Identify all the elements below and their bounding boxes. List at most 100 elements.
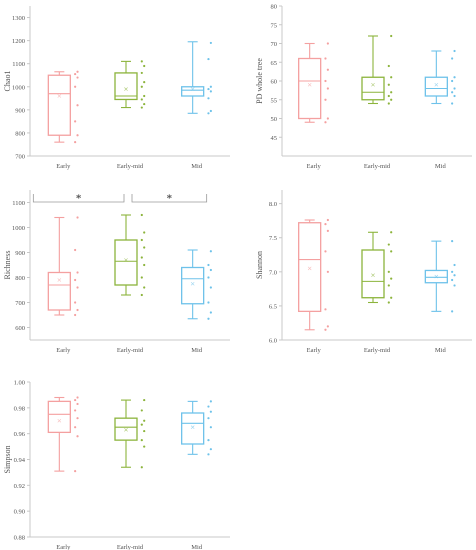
box-iqr bbox=[47, 271, 71, 311]
data-point bbox=[209, 426, 212, 429]
data-point bbox=[207, 87, 210, 91]
data-point bbox=[140, 439, 143, 442]
mean-marker bbox=[434, 274, 439, 279]
mean-marker bbox=[371, 273, 375, 278]
data-point bbox=[207, 453, 210, 456]
data-point bbox=[143, 429, 146, 433]
box-iqr bbox=[181, 266, 205, 305]
y-tick-label: 1200 bbox=[12, 38, 25, 45]
mean-marker bbox=[434, 82, 439, 87]
y-tick-label: 800 bbox=[15, 130, 25, 137]
mean-marker bbox=[371, 82, 375, 87]
box-iqr bbox=[47, 400, 71, 434]
x-tick-label: Early-mid bbox=[364, 163, 391, 170]
chart-panel-pd-whole-tree: 45 50 55 60 65 70 75 80 PD whole tree Early Early-… bbox=[255, 4, 472, 170]
data-point bbox=[74, 426, 77, 429]
y-tick-label: 1100 bbox=[12, 200, 25, 207]
y-tick-label: 7.0 bbox=[269, 269, 277, 276]
data-point bbox=[387, 284, 390, 287]
data-point bbox=[451, 240, 454, 243]
box-mid bbox=[424, 49, 456, 105]
data-point bbox=[209, 109, 212, 113]
data-point bbox=[324, 98, 327, 101]
data-point bbox=[74, 120, 77, 123]
box-early bbox=[47, 216, 79, 317]
y-axis-title: Richness bbox=[3, 251, 12, 280]
data-point bbox=[76, 271, 79, 274]
data-point bbox=[326, 325, 329, 328]
x-tick-label: Early bbox=[307, 163, 322, 170]
data-point bbox=[74, 278, 77, 282]
x-tick-label: Early-mid bbox=[364, 347, 391, 354]
data-point bbox=[74, 85, 77, 88]
mean-marker bbox=[57, 278, 62, 282]
y-tick-label: 60 bbox=[271, 79, 278, 86]
y-tick-label: 0.92 bbox=[14, 483, 25, 490]
x-tick-label: Mid bbox=[435, 347, 447, 354]
box-iqr bbox=[181, 86, 205, 97]
data-point bbox=[140, 466, 143, 469]
mean-marker bbox=[190, 425, 195, 430]
data-point bbox=[324, 79, 327, 83]
data-point bbox=[143, 419, 146, 422]
data-point bbox=[76, 286, 79, 289]
data-point bbox=[140, 256, 143, 259]
x-tick-label: Early bbox=[56, 163, 71, 170]
x-tick-label: Mid bbox=[191, 544, 203, 550]
y-tick-label: 50 bbox=[271, 116, 278, 123]
data-point bbox=[453, 49, 456, 53]
data-point bbox=[451, 102, 454, 105]
box-iqr bbox=[424, 269, 448, 284]
data-point bbox=[143, 81, 146, 84]
chart-panel-chao1: 700 800 900 1000 1100 1200 1300 Chao1 Early Early… bbox=[3, 6, 230, 170]
x-tick-label: Mid bbox=[191, 347, 203, 354]
data-point bbox=[74, 470, 77, 473]
data-point bbox=[74, 248, 77, 252]
data-point bbox=[390, 34, 393, 38]
y-tick-label: 0.98 bbox=[14, 405, 25, 412]
data-point bbox=[76, 70, 79, 73]
y-tick-label: 75 bbox=[271, 22, 278, 29]
y-axis-title: Shannon bbox=[255, 251, 264, 279]
data-point bbox=[453, 94, 456, 98]
y-axis-title: PD whole tree bbox=[255, 58, 264, 104]
data-point bbox=[143, 64, 146, 68]
data-point bbox=[324, 308, 327, 311]
data-point bbox=[140, 106, 143, 109]
data-point bbox=[209, 286, 212, 289]
data-point bbox=[209, 268, 212, 272]
data-point bbox=[209, 90, 212, 93]
y-tick-label: 8.0 bbox=[269, 201, 277, 208]
data-point bbox=[143, 102, 146, 106]
data-point bbox=[76, 435, 79, 438]
data-point bbox=[207, 439, 210, 442]
data-point bbox=[209, 400, 212, 403]
data-point bbox=[453, 284, 456, 287]
y-tick-label: 1000 bbox=[12, 225, 25, 232]
data-point bbox=[453, 76, 456, 79]
data-point bbox=[140, 85, 143, 88]
data-point bbox=[451, 57, 454, 60]
data-point bbox=[451, 91, 454, 94]
data-point bbox=[326, 42, 329, 45]
y-tick-label: 7.5 bbox=[269, 235, 277, 242]
data-point bbox=[326, 270, 329, 273]
data-point bbox=[140, 409, 143, 412]
y-tick-label: 0.90 bbox=[14, 509, 25, 516]
y-axis-title: Chao1 bbox=[3, 71, 12, 92]
y-tick-label: 45 bbox=[271, 135, 278, 142]
box-early-mid bbox=[361, 34, 393, 105]
data-point bbox=[209, 41, 212, 45]
data-point bbox=[143, 286, 146, 289]
box-early bbox=[47, 396, 79, 473]
x-tick-label: Early bbox=[56, 347, 71, 354]
data-point bbox=[140, 423, 143, 426]
data-point bbox=[207, 317, 210, 320]
data-point bbox=[207, 405, 210, 408]
data-point bbox=[76, 76, 79, 79]
data-point bbox=[76, 134, 79, 137]
data-point bbox=[209, 410, 212, 413]
y-tick-label: 6.0 bbox=[269, 338, 277, 345]
data-point bbox=[207, 276, 210, 279]
data-point bbox=[76, 104, 79, 107]
